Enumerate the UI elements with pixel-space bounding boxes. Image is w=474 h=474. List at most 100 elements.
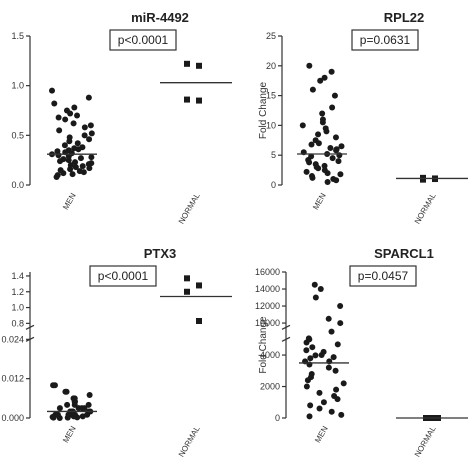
panel4-axis-break — [281, 336, 291, 342]
panel1-men-point — [79, 163, 86, 170]
panel2-men-point — [317, 77, 324, 84]
panel2-men-point — [306, 159, 313, 166]
panel3-men-point — [56, 415, 63, 421]
panel2-men-point — [315, 165, 322, 172]
panel2-men-point — [319, 110, 326, 117]
panel3-pvalue: p<0.0001 — [98, 269, 149, 283]
panel4-men-point — [316, 405, 323, 412]
panel3-ytick-label: 1.4 — [11, 271, 24, 281]
panel1-ytick-label: 0.0 — [11, 180, 24, 190]
panel2-men-point — [315, 140, 322, 147]
panel3-normal-point — [184, 275, 190, 282]
panel1-normal-point — [196, 62, 202, 69]
panel3-pvalue-box — [89, 265, 157, 287]
panel1-pvalue: p<0.0001 — [118, 33, 169, 47]
panel2-ytick-label: 5 — [271, 150, 276, 160]
panel4-men-point — [304, 377, 311, 384]
panel2-pvalue: p=0.0631 — [360, 33, 411, 47]
panel3-normal-point — [196, 317, 202, 324]
panel4-men-point — [337, 320, 344, 327]
panel4-category-label: NORMAL — [413, 424, 438, 459]
panel4-men-point — [330, 354, 337, 361]
panel2-ytick-label: 25 — [266, 31, 276, 41]
panel3-axis-break — [25, 324, 35, 330]
panel2-men-point — [299, 122, 306, 129]
panel1-men-point — [81, 132, 88, 139]
panel3-ytick-label: 0.8 — [11, 318, 24, 328]
panel4-men-point — [303, 383, 310, 390]
panel4-ytick-label: 12000 — [255, 301, 280, 311]
panel1-men-point — [69, 171, 76, 178]
panel3-men-point — [75, 405, 82, 412]
panel1-men-point — [62, 116, 69, 123]
panel4-ytick-label: 16000 — [255, 267, 280, 277]
panel4-men-point — [334, 396, 341, 403]
panel1-category-label: MEN — [61, 191, 78, 211]
panel3-ytick-label: 0.024 — [1, 334, 24, 344]
panel4-men-point — [325, 315, 332, 322]
panel1-men-point — [88, 130, 95, 137]
panel4-men-point — [328, 328, 335, 335]
panel2-men-point — [333, 147, 340, 154]
panel4-men-point — [333, 386, 340, 393]
panel3-ytick-label: 0.000 — [1, 413, 24, 423]
panel3-men-point — [85, 401, 92, 408]
panel4-ytick-label: 0 — [275, 413, 280, 423]
panel3-title: PTX3 — [144, 246, 177, 261]
panel4-men-point — [303, 347, 310, 354]
panel1-men-point — [67, 166, 74, 173]
panel4-men-point — [340, 380, 347, 387]
panel1-men-point — [70, 120, 77, 127]
panel2-men-point — [338, 143, 345, 150]
panel1-men-point — [56, 127, 63, 134]
panel1-category-label: NORMAL — [177, 191, 202, 226]
panel4-men-point — [311, 281, 318, 288]
panel2-men-point — [333, 177, 340, 184]
panel3-men-point — [64, 401, 71, 408]
panel1-men-point — [55, 114, 62, 121]
panel4-men-point — [306, 413, 313, 420]
panel2-men-point — [324, 179, 331, 186]
panel4-men-point — [318, 352, 325, 359]
panel1-ytick-label: 1.0 — [11, 81, 24, 91]
panel2-ytick-label: 20 — [266, 61, 276, 71]
panel1-men-point — [72, 159, 79, 166]
panel2-men-point — [328, 68, 335, 75]
panel2-men-point — [309, 86, 316, 93]
panel2-men-point — [336, 152, 343, 159]
panel3-men-point — [56, 405, 63, 412]
panel1-men-point — [71, 104, 78, 111]
panel3-men-point — [51, 382, 58, 389]
panel2-men-point — [324, 170, 331, 177]
panel4-men-point — [317, 286, 324, 293]
panel3-men-point — [50, 414, 57, 421]
panel4-men-point — [328, 408, 335, 415]
panel2-men-point — [335, 158, 342, 165]
panel2-men-point — [315, 131, 322, 138]
panel1-normal-point — [184, 60, 190, 67]
panel2-ytick-label: 0 — [271, 180, 276, 190]
panel3-category-label: NORMAL — [177, 424, 202, 459]
panel4-men-point — [312, 352, 319, 359]
panel3-normal-point — [196, 282, 202, 289]
panel1-men-point — [72, 164, 79, 171]
panel1-ytick-label: 0.5 — [11, 130, 24, 140]
panel1-men-point — [85, 94, 92, 101]
panel4-men-point — [320, 399, 327, 406]
panel2-pvalue-box — [351, 29, 419, 51]
panel4-ytick-label: 2000 — [260, 382, 280, 392]
panel2-men-point — [321, 74, 328, 81]
panel1-men-point — [60, 170, 67, 177]
panel1-ytick-label: 1.5 — [11, 31, 24, 41]
panel2-ylabel: Fold Change — [258, 81, 269, 139]
panel2-normal-point — [420, 176, 426, 183]
panel1-men-point — [55, 152, 62, 159]
panel1-men-point — [67, 110, 74, 117]
panel2-men-point — [329, 104, 336, 111]
panel2-men-point — [323, 128, 330, 135]
panel3-ytick-label: 1.0 — [11, 303, 24, 313]
panel1-men-point — [57, 158, 64, 165]
panel1-pvalue-box — [109, 29, 177, 51]
panel4-men-point — [316, 389, 323, 396]
panel4-men-point — [337, 303, 344, 310]
